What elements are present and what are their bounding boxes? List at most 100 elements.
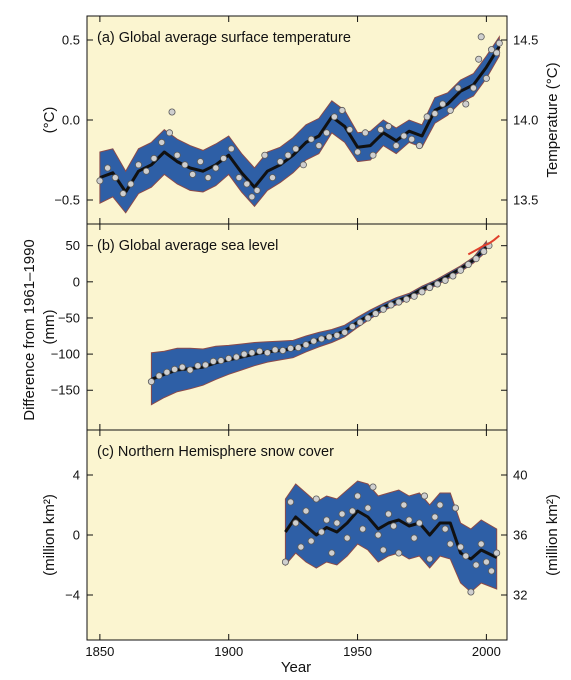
data-point	[348, 323, 356, 331]
data-point	[462, 552, 470, 560]
data-point	[338, 106, 346, 114]
data-point	[279, 346, 287, 354]
data-point	[395, 549, 403, 557]
data-point	[441, 276, 449, 284]
data-point	[111, 174, 119, 182]
data-point	[261, 151, 269, 159]
data-point	[374, 531, 382, 539]
data-point	[354, 148, 362, 156]
right-tick-label: 32	[513, 588, 527, 603]
data-point	[168, 108, 176, 116]
data-point	[387, 301, 395, 309]
data-point	[297, 543, 305, 551]
data-point	[104, 164, 112, 172]
data-point	[487, 567, 495, 575]
panel-title: (c) Northern Hemisphere snow cover	[97, 444, 334, 460]
data-point	[171, 365, 179, 373]
data-point	[196, 158, 204, 166]
data-point	[96, 177, 104, 185]
data-point	[379, 305, 387, 313]
data-point	[178, 363, 186, 371]
data-point	[287, 344, 295, 352]
panel-a: (a) Global average surface temperature −0…	[41, 15, 561, 225]
data-point	[495, 39, 503, 47]
y-tick-label: −100	[51, 347, 80, 362]
x-axis-label: Year	[281, 659, 311, 676]
data-point	[165, 129, 173, 137]
data-point	[281, 558, 289, 566]
data-point	[480, 247, 488, 255]
data-point	[163, 368, 171, 376]
data-point	[343, 534, 351, 542]
data-point	[477, 33, 485, 41]
right-tick-label: 13.5	[513, 193, 538, 208]
data-point	[227, 145, 235, 153]
data-point	[323, 516, 331, 524]
data-point	[292, 519, 300, 527]
y-tick-label: 0.0	[62, 113, 80, 128]
data-point	[446, 106, 454, 114]
data-point	[232, 353, 240, 361]
data-point	[446, 540, 454, 548]
data-point	[217, 357, 225, 365]
data-point	[220, 154, 228, 162]
data-point	[263, 349, 271, 357]
data-point	[292, 145, 300, 153]
panel-title: (a) Global average surface temperature	[97, 30, 351, 46]
y-tick-label: 50	[66, 238, 80, 253]
data-point	[462, 100, 470, 108]
data-point	[449, 272, 457, 280]
data-point	[312, 495, 320, 503]
y-tick-label: 0	[73, 528, 80, 543]
y-tick-label: 0.5	[62, 33, 80, 48]
data-point	[441, 525, 449, 533]
data-point	[390, 522, 398, 530]
panels-group: (a) Global average surface temperature −0…	[41, 15, 561, 659]
panel-title: (b) Global average sea level	[97, 238, 278, 254]
y-tick-label: −0.5	[54, 193, 80, 208]
data-point	[240, 350, 248, 358]
data-point	[415, 519, 423, 527]
data-point	[346, 126, 354, 134]
data-point	[271, 346, 279, 354]
data-point	[201, 361, 209, 369]
data-point	[392, 142, 400, 150]
right-tick-label: 14.0	[513, 113, 538, 128]
data-point	[364, 504, 372, 512]
data-point	[158, 138, 166, 146]
data-point	[330, 113, 338, 121]
data-point	[181, 161, 189, 169]
data-point	[384, 510, 392, 518]
data-point	[436, 501, 444, 509]
data-point	[372, 310, 380, 318]
uncertainty-band	[99, 35, 500, 214]
data-point	[302, 507, 310, 515]
data-point	[477, 540, 485, 548]
panel-b: (b) Global average sea level −150 −100 −50 0…	[41, 223, 508, 431]
y-axis-label: (million km²)	[41, 494, 58, 576]
panel-c: (c) Northern Hemisphere snow cover −4 0 4 (m…	[41, 429, 561, 659]
data-point	[127, 180, 135, 188]
data-point	[420, 492, 428, 500]
data-point	[235, 174, 243, 182]
data-point	[317, 335, 325, 343]
data-point	[400, 132, 408, 140]
data-point	[475, 55, 483, 63]
data-point	[134, 161, 142, 169]
data-point	[150, 154, 158, 162]
panel-background	[87, 224, 507, 430]
data-point	[431, 513, 439, 521]
x-tick-label: 1950	[343, 644, 372, 659]
data-point	[408, 135, 416, 143]
data-point	[354, 492, 362, 500]
data-point	[119, 190, 127, 198]
data-point	[369, 151, 377, 159]
data-point	[287, 498, 295, 506]
data-point	[317, 528, 325, 536]
data-point	[377, 126, 385, 134]
data-point	[209, 357, 217, 365]
y-axis-label: (°C)	[41, 107, 58, 134]
data-point	[212, 164, 220, 172]
data-point	[395, 298, 403, 306]
